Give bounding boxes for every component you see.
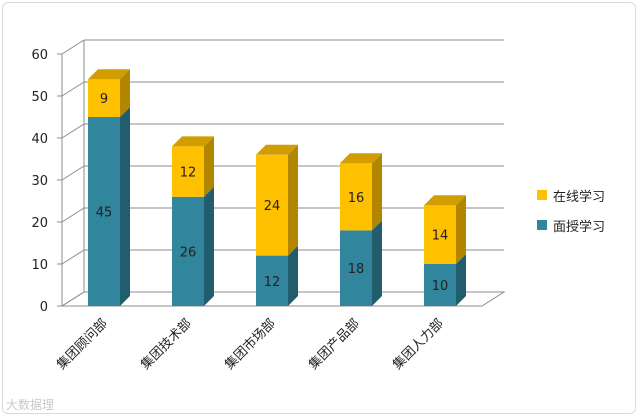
- bar-side-2-1: [288, 144, 298, 256]
- legend-label-online: 在线学习: [553, 189, 606, 205]
- gridline-left-4: [61, 123, 85, 139]
- legend-label-faceToFace: 面授学习: [553, 219, 606, 235]
- chart-frame: [2, 2, 636, 414]
- bar-side-0-0: [120, 107, 130, 306]
- bar-side-4-1: [456, 195, 466, 264]
- x-tick-label-0: 集团顾问部: [54, 316, 111, 373]
- bar-1-1: [172, 146, 204, 197]
- bar-side-3-0: [372, 220, 382, 306]
- gridline-left-0: [61, 291, 85, 307]
- legend: 在线学习 面授学习: [537, 180, 605, 240]
- x-tick-label-3: 集团产品部: [306, 316, 363, 373]
- data-label-1-0: 26: [180, 245, 197, 260]
- gridline-left-5: [61, 81, 85, 97]
- y-tick-label-0: 0: [40, 300, 48, 315]
- bar-2-1: [256, 154, 288, 256]
- legend-swatch-online: [537, 190, 547, 200]
- bar-top-3: [340, 153, 382, 164]
- data-label-4-0: 10: [432, 279, 449, 294]
- data-label-3-1: 16: [348, 191, 365, 206]
- bar-side-2-0: [288, 245, 298, 306]
- legend-swatch-faceToFace: [537, 220, 547, 230]
- x-tick-label-4: 集团人力部: [390, 316, 447, 373]
- bar-0-1: [88, 79, 120, 117]
- y-tick-label-6: 60: [31, 48, 48, 63]
- bar-4-1: [424, 205, 456, 264]
- bar-4-0: [424, 264, 456, 306]
- data-label-0-1: 9: [100, 92, 108, 107]
- bar-2-0: [256, 255, 288, 306]
- bar-top-4: [424, 195, 466, 206]
- bar-3-0: [340, 230, 372, 306]
- gridline-left-1: [61, 249, 85, 265]
- data-label-0-0: 45: [96, 206, 113, 221]
- legend-item-faceToFace: 面授学习: [537, 210, 605, 240]
- bar-side-3-1: [372, 153, 382, 231]
- y-tick-label-1: 10: [31, 258, 48, 273]
- bar-0-0: [88, 117, 120, 306]
- legend-item-online: 在线学习: [537, 180, 605, 210]
- y-tick-label-4: 40: [31, 132, 48, 147]
- bar-3-1: [340, 163, 372, 231]
- data-label-3-0: 18: [348, 262, 365, 277]
- data-label-4-1: 14: [432, 229, 449, 244]
- gridline-left-6: [61, 39, 85, 55]
- bar-side-1-1: [204, 136, 214, 197]
- bar-side-4-0: [456, 254, 466, 306]
- bar-side-1-0: [204, 186, 214, 306]
- gridline-left-3: [61, 165, 85, 181]
- x-tick-label-2: 集团市场部: [222, 316, 279, 373]
- bar-side-0-1: [120, 69, 130, 117]
- data-label-2-0: 12: [264, 275, 281, 290]
- bar-top-0: [88, 69, 130, 80]
- data-label-1-1: 12: [180, 166, 197, 181]
- gridline-left-2: [61, 207, 85, 223]
- x-tick-label-1: 集团技术部: [138, 316, 195, 373]
- y-tick-label-5: 50: [31, 90, 48, 105]
- watermark: 大数据理: [6, 396, 54, 413]
- bar-top-2: [256, 144, 298, 155]
- data-label-2-1: 24: [264, 199, 281, 214]
- y-tick-label-3: 30: [31, 174, 48, 189]
- bar-1-0: [172, 196, 204, 306]
- watermark-text: 大数据理: [6, 398, 55, 412]
- y-tick-label-2: 20: [31, 216, 48, 231]
- bar-top-1: [172, 136, 214, 147]
